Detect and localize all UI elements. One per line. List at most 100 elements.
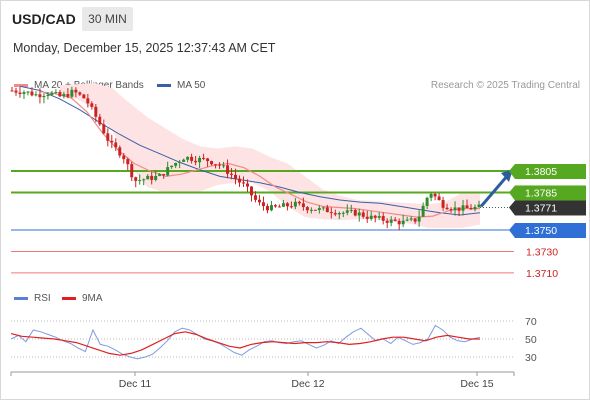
rsi-9ma-line — [10, 331, 480, 356]
candle-body — [461, 205, 465, 211]
candle-body — [114, 142, 118, 148]
candle-body — [249, 186, 253, 196]
research-credit: Research © 2025 Trading Central — [430, 80, 580, 91]
level-label-pointer — [509, 200, 515, 216]
candle-body — [210, 161, 214, 165]
rsi-tick-label: 50 — [525, 334, 537, 346]
candle-body — [269, 205, 273, 211]
candle-body — [277, 206, 281, 208]
candle-body — [401, 220, 405, 225]
candle-body — [18, 92, 22, 94]
candle-body — [437, 196, 441, 201]
ma50-line — [19, 85, 481, 216]
candle-body — [477, 204, 481, 207]
candle-body — [357, 212, 361, 216]
candle-body — [46, 94, 50, 96]
candle-body — [166, 167, 170, 176]
candle-body — [94, 106, 98, 117]
candle-body — [14, 90, 18, 93]
candle-body — [22, 92, 26, 94]
candle-body — [261, 202, 265, 207]
candle-body — [214, 164, 218, 166]
candle-body — [58, 92, 62, 97]
candle-body — [102, 124, 106, 134]
level-label-pointer — [509, 164, 515, 179]
candle-body — [297, 201, 301, 204]
candle-body — [285, 203, 289, 207]
candle-body — [158, 174, 162, 176]
candle-body — [194, 160, 198, 163]
candle-body — [413, 218, 417, 222]
candle-body — [50, 92, 54, 95]
candle-body — [373, 215, 377, 218]
candle-body — [313, 209, 317, 211]
candle-body — [273, 205, 277, 207]
x-tick-label: Dec 11 — [119, 378, 152, 390]
candle-body — [385, 220, 389, 223]
candle-body — [242, 182, 246, 184]
candle-body — [126, 159, 130, 165]
candle-body — [170, 165, 174, 168]
candle-body — [469, 208, 473, 210]
candle-body — [317, 208, 321, 211]
candle-body — [110, 140, 114, 143]
candle-body — [325, 207, 329, 213]
rsi-tick-label: 70 — [525, 316, 537, 328]
candle-body — [190, 156, 194, 161]
candle-body — [265, 206, 269, 211]
candle-body — [405, 219, 409, 221]
candle-body — [445, 207, 449, 210]
candle-body — [465, 205, 469, 209]
rsi-swatch — [14, 297, 28, 300]
candle-body — [54, 92, 58, 94]
candle-body — [397, 220, 401, 225]
candle-body — [118, 147, 122, 156]
level-label-support: 1.3710 — [526, 268, 558, 280]
candle-body — [429, 193, 433, 198]
candle-body — [226, 165, 230, 174]
candle-body — [174, 162, 178, 166]
level-label-support: 1.3730 — [526, 246, 558, 258]
candle-body — [202, 157, 206, 159]
forecast-arrow-shaft — [479, 174, 510, 208]
legend-rsi-label: RSI — [34, 293, 51, 304]
candle-body — [321, 207, 325, 209]
level-label-box — [515, 185, 586, 201]
rsi-line — [10, 324, 481, 360]
candle-body — [337, 213, 341, 215]
level-label-pivot: 1.3750 — [509, 223, 586, 238]
legend-9ma: 9MA — [62, 293, 103, 304]
level-label-text: 1.3730 — [526, 246, 558, 258]
timeframe-button[interactable]: 30 MIN — [82, 7, 133, 31]
candle-body — [206, 158, 210, 162]
candle-body — [245, 183, 249, 187]
rsi-tick-label: 30 — [525, 352, 537, 364]
candle-body — [389, 219, 393, 223]
ma50-swatch — [157, 84, 171, 87]
level-label-text: 1.3805 — [525, 166, 557, 178]
legend-rsi: RSI — [14, 293, 51, 304]
candle-body — [234, 174, 238, 179]
candle-body — [421, 205, 425, 217]
candle-body — [361, 212, 365, 217]
candle-body — [150, 175, 154, 180]
candle-body — [86, 98, 90, 104]
candle-body — [146, 175, 150, 180]
legend-ma50: MA 50 — [157, 80, 205, 91]
9ma-swatch — [62, 297, 76, 300]
candle-body — [345, 210, 349, 213]
candle-body — [457, 207, 461, 211]
candle-body — [393, 219, 397, 221]
candle-body — [369, 215, 373, 219]
level-label-current: 1.3771 — [509, 200, 586, 216]
candle-body — [70, 89, 74, 97]
candle-body — [230, 173, 234, 175]
candle-body — [349, 209, 353, 211]
legend-ma50-label: MA 50 — [177, 80, 206, 91]
level-label-text: 1.3771 — [525, 202, 557, 214]
candle-body — [301, 203, 305, 208]
level-label-box — [515, 223, 586, 238]
candle-body — [293, 201, 297, 207]
candle-body — [178, 161, 182, 163]
candle-body — [198, 157, 202, 163]
